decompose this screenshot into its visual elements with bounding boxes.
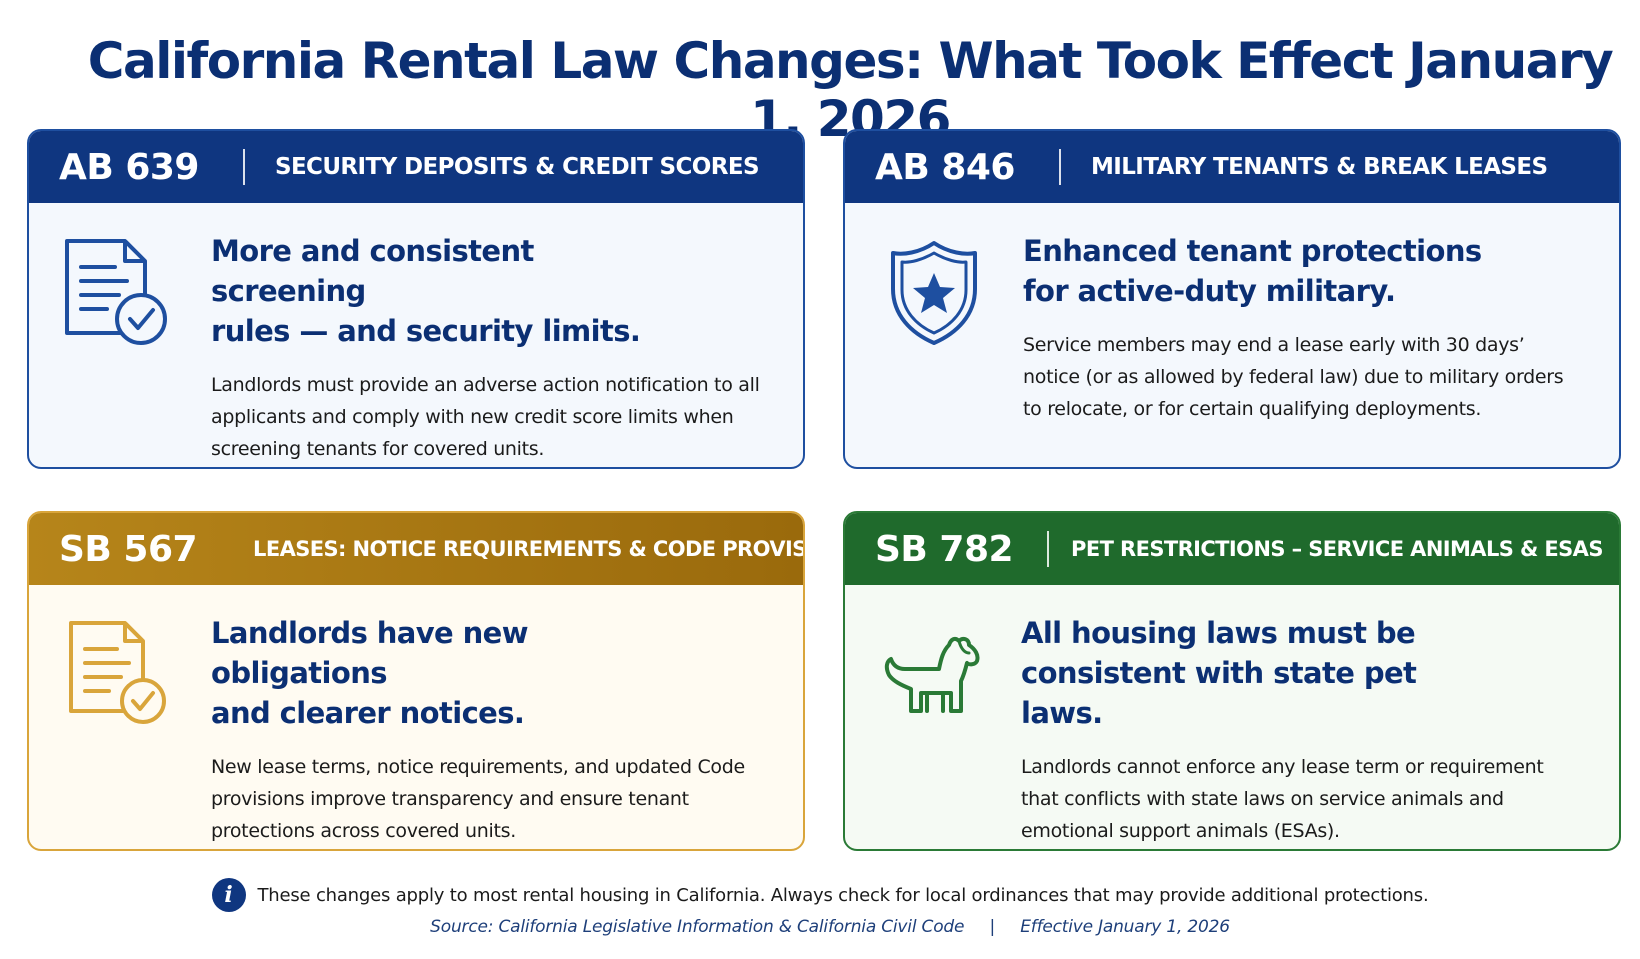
bill-code: SB 782 [875, 528, 1014, 570]
bill-subject: MILITARY TENANTS & BREAK LEASES [1090, 154, 1548, 180]
header-divider [242, 149, 245, 185]
card-header: AB 846 MILITARY TENANTS & BREAK LEASES [845, 131, 1619, 203]
card-body: Landlords have new obligations and clear… [211, 613, 783, 847]
card-description: Landlords must provide an adverse action… [211, 374, 760, 460]
shield-star-icon [891, 241, 977, 345]
footer-note: i These changes apply to most rental hou… [0, 878, 1640, 912]
footer-source: Source: California Legislative Informati… [0, 917, 1640, 937]
headline-line: All housing laws must be [1021, 616, 1416, 650]
bill-subject: SECURITY DEPOSITS & CREDIT SCORES [274, 154, 760, 180]
headline-line: Enhanced tenant protections [1023, 234, 1482, 268]
card-description: New lease terms, notice requirements, an… [211, 756, 745, 842]
headline-line: for active-duty military. [1023, 274, 1396, 308]
card-body: All housing laws must be consistent with… [1021, 613, 1599, 847]
bill-subject: PET RESTRICTIONS – SERVICE ANIMALS & ESA… [1071, 537, 1603, 561]
headline-line: consistent with state pet laws. [1021, 656, 1417, 730]
card-ab-846: AB 846 MILITARY TENANTS & BREAK LEASES E… [843, 129, 1621, 469]
document-check-icon [69, 621, 166, 724]
dog-icon [884, 636, 980, 713]
info-icon: i [211, 878, 246, 912]
effective-date: Effective January 1, 2026 [1020, 917, 1230, 937]
card-description: Service members may end a lease early wi… [1023, 334, 1564, 420]
source-text: Source: California Legislative Informati… [430, 917, 965, 937]
bill-code: SB 567 [59, 528, 198, 570]
header-divider [1047, 531, 1050, 567]
document-check-icon [65, 239, 167, 345]
bill-code: AB 846 [875, 146, 1015, 188]
card-sb-782: SB 782 PET RESTRICTIONS – SERVICE ANIMAL… [843, 511, 1621, 851]
header-divider [1058, 149, 1061, 185]
bill-subject: LEASES: NOTICE REQUIREMENTS & CODE PROVI… [253, 537, 805, 561]
card-headline: More and consistent screening rules — an… [211, 231, 671, 351]
card-header: AB 639 SECURITY DEPOSITS & CREDIT SCORES [29, 131, 803, 203]
card-header: SB 567 LEASES: NOTICE REQUIREMENTS & COD… [29, 513, 803, 585]
card-headline: Enhanced tenant protections for active-d… [1023, 231, 1483, 311]
headline-line: rules — and security limits. [211, 314, 641, 348]
card-headline: All housing laws must be consistent with… [1021, 613, 1481, 733]
footer-note-text: These changes apply to most rental housi… [257, 884, 1429, 906]
source-separator: | [989, 917, 996, 937]
card-sb-567: SB 567 LEASES: NOTICE REQUIREMENTS & COD… [27, 511, 805, 851]
headline-line: and clearer notices. [211, 696, 525, 730]
card-ab-639: AB 639 SECURITY DEPOSITS & CREDIT SCORES… [27, 129, 805, 469]
headline-line: More and consistent screening [211, 234, 534, 308]
bill-code: AB 639 [59, 146, 199, 188]
card-description: Landlords cannot enforce any lease term … [1021, 756, 1544, 842]
page-title: California Rental Law Changes: What Took… [87, 32, 1614, 148]
headline-line: Landlords have new obligations [211, 616, 529, 690]
card-headline: Landlords have new obligations and clear… [211, 613, 671, 733]
card-body: Enhanced tenant protections for active-d… [1023, 231, 1599, 425]
card-header: SB 782 PET RESTRICTIONS – SERVICE ANIMAL… [845, 513, 1619, 585]
card-body: More and consistent screening rules — an… [211, 231, 783, 465]
